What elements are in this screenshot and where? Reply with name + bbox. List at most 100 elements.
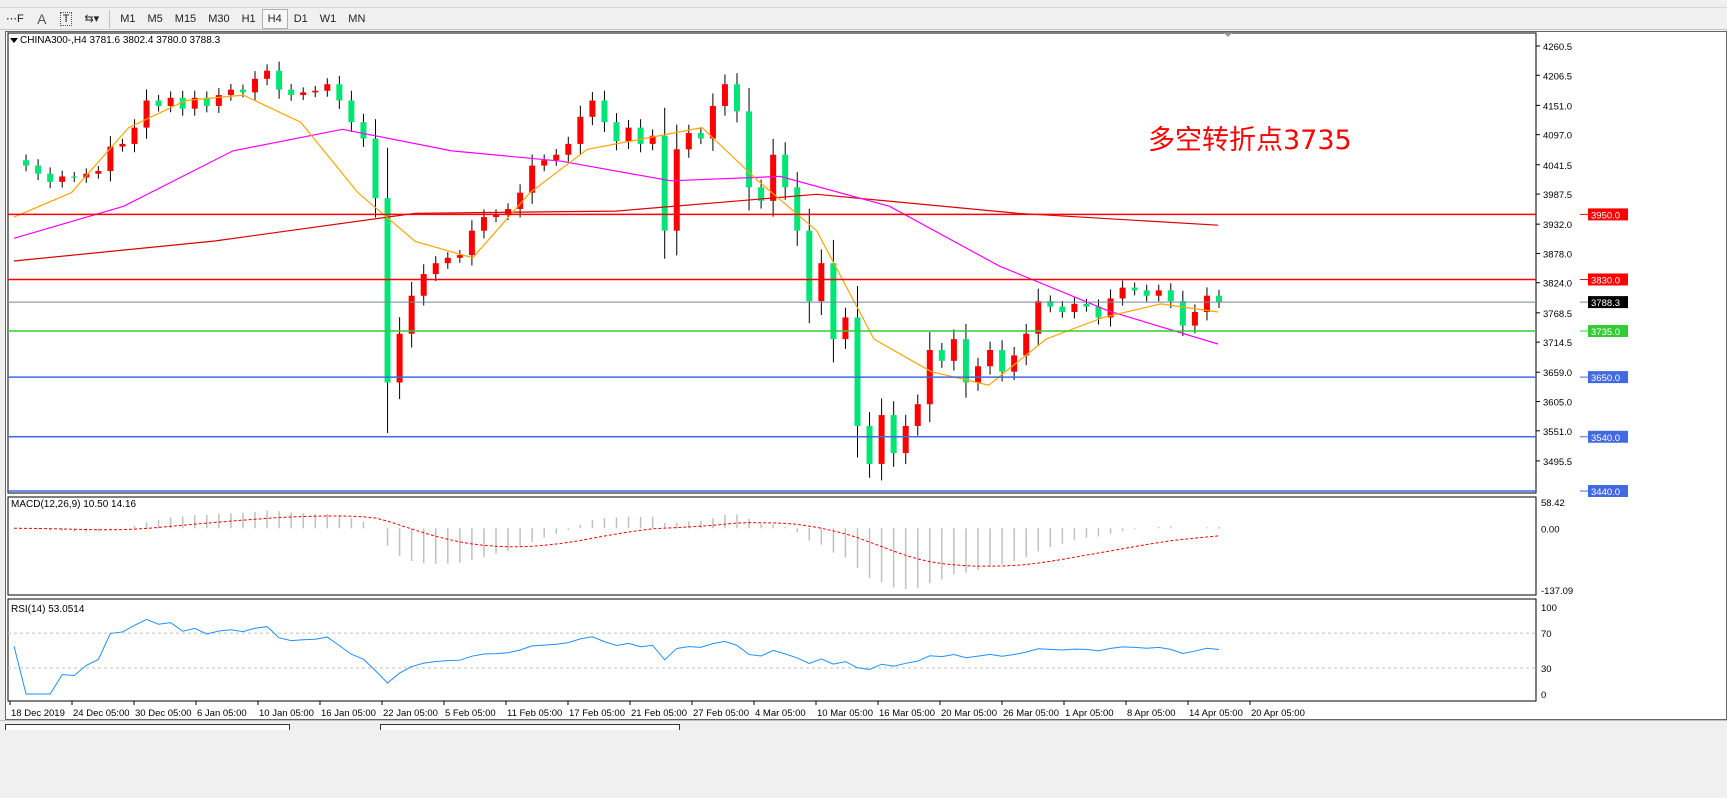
timeframe-m30[interactable]: M30 xyxy=(208,12,230,25)
timeframe-m5[interactable]: M5 xyxy=(147,12,163,25)
timeframe-h1[interactable]: H1 xyxy=(241,12,256,25)
candle-bearish xyxy=(23,160,30,166)
chart-tabs-bar xyxy=(0,720,1727,798)
candle-bullish xyxy=(167,97,174,106)
time-tick-label: 11 Feb 05:00 xyxy=(507,708,562,719)
candle-bullish xyxy=(950,339,957,361)
candle-bearish xyxy=(613,122,620,142)
candle-bullish xyxy=(468,230,475,256)
candle-bearish xyxy=(1216,295,1222,303)
candle-bearish xyxy=(697,133,704,139)
arrows-button[interactable]: ⇆▾ xyxy=(78,9,105,29)
candle-bearish xyxy=(1095,306,1102,318)
candle-bearish xyxy=(601,100,608,123)
price-tick-label: 3714.5 xyxy=(1543,338,1572,349)
candle-bearish xyxy=(637,127,644,144)
time-tick-label: 16 Mar 05:00 xyxy=(879,708,935,719)
candle-bullish xyxy=(565,143,572,155)
period-separator-button[interactable]: ⋯F xyxy=(0,9,30,29)
chart-annotation[interactable]: 多空转折点3735 xyxy=(1148,125,1352,156)
level-label: 3788.3 xyxy=(1591,298,1620,309)
candle-bearish xyxy=(746,111,753,188)
price-chart[interactable]: 4260.5 4206.5 4151.0 4097.0 4041.5 3987.5 3932… xyxy=(6,32,1726,719)
candle-bullish xyxy=(432,263,439,275)
candle-bearish xyxy=(1083,303,1090,307)
time-tick-label: 5 Feb 05:00 xyxy=(445,708,496,719)
price-tick-label: 3987.5 xyxy=(1543,190,1572,201)
candle-bullish xyxy=(1203,295,1210,313)
candle-bullish xyxy=(227,89,234,96)
chart-tab[interactable] xyxy=(5,724,290,730)
candle-bullish xyxy=(625,127,632,142)
menu-toolbar-strip xyxy=(0,0,1727,8)
candle-bullish xyxy=(553,154,560,161)
candle-bullish xyxy=(59,176,66,182)
candle-bearish xyxy=(1047,301,1054,307)
time-tick-label: 10 Jan 05:00 xyxy=(259,708,314,719)
candle-bullish xyxy=(577,116,584,144)
level-badge xyxy=(1588,208,1628,221)
candle-bullish xyxy=(119,143,126,147)
candle-bearish xyxy=(1059,306,1066,313)
candle-bullish xyxy=(324,84,331,91)
price-tick-label: 3551.0 xyxy=(1543,427,1572,438)
timeframe-m15[interactable]: M15 xyxy=(174,12,197,25)
candle-bullish xyxy=(300,92,307,96)
price-tick-label: 3878.0 xyxy=(1543,249,1572,260)
candle-bearish xyxy=(734,84,740,112)
time-tick-label: 1 Apr 05:00 xyxy=(1065,708,1114,719)
level-label: 3540.0 xyxy=(1591,433,1620,444)
arrows-icon: ⇆▾ xyxy=(84,13,100,25)
price-tick-label: 4151.0 xyxy=(1543,101,1572,112)
candle-bullish xyxy=(673,149,680,231)
macd-tick-label: 0.00 xyxy=(1541,524,1560,535)
text-label-icon: T xyxy=(59,11,73,26)
candle-bearish xyxy=(938,349,945,361)
time-tick-label: 20 Mar 05:00 xyxy=(941,708,997,719)
candle-bearish xyxy=(1167,290,1174,302)
candle-bearish xyxy=(239,89,246,93)
candle-bearish xyxy=(854,317,861,426)
timeframe-d1[interactable]: D1 xyxy=(293,12,308,25)
rsi-tick-label: 70 xyxy=(1541,629,1552,640)
candle-bullish xyxy=(95,171,102,174)
rsi-label: RSI(14) 53.0514 xyxy=(11,604,85,615)
candle-bullish xyxy=(215,95,222,106)
time-tick-label: 17 Feb 05:00 xyxy=(569,708,625,719)
candle-bearish xyxy=(360,122,367,139)
toolbar: ⋯F A T ⇆▾ M1 M5 M15 M30 H1 H4 D1 W1 MN xyxy=(0,8,1727,30)
text-label-button[interactable]: T xyxy=(54,9,79,29)
time-tick-label: 18 Dec 2019 xyxy=(11,708,65,719)
dropdown-triangle-icon[interactable] xyxy=(10,38,18,43)
chart-tab[interactable] xyxy=(380,724,680,730)
time-tick-label: 26 Mar 05:00 xyxy=(1003,708,1059,719)
chart-header: CHINA300-,H4 3781.6 3802.4 3780.0 3788.3 xyxy=(20,35,221,46)
price-tick-label: 4206.5 xyxy=(1543,71,1572,82)
candle-bullish xyxy=(1119,287,1126,299)
candle-bearish xyxy=(782,154,789,188)
candle-bullish xyxy=(107,146,114,172)
time-tick-label: 8 Apr 05:00 xyxy=(1127,708,1176,719)
candle-bullish xyxy=(1023,333,1030,356)
chart-window[interactable]: 4260.5 4206.5 4151.0 4097.0 4041.5 3987.5 3932… xyxy=(5,31,1727,720)
candle-bullish xyxy=(131,127,138,144)
text-icon: A xyxy=(37,10,47,27)
text-button[interactable]: A xyxy=(30,9,54,29)
time-tick-label: 24 Dec 05:00 xyxy=(73,708,130,719)
candle-bullish xyxy=(143,100,150,128)
candle-bullish xyxy=(420,274,427,296)
candle-bullish xyxy=(987,349,994,367)
candle-bearish xyxy=(336,84,343,101)
candle-bullish xyxy=(975,366,981,383)
level-label: 3650.0 xyxy=(1591,373,1620,384)
candle-bullish xyxy=(480,217,487,231)
timeframe-mn[interactable]: MN xyxy=(348,12,366,25)
timeframe-m1[interactable]: M1 xyxy=(120,12,136,25)
ma-mid-line xyxy=(13,128,1219,345)
timeframe-h4[interactable]: H4 xyxy=(261,8,288,29)
ma-slow-line xyxy=(13,193,1219,262)
candle-bearish xyxy=(794,187,801,231)
price-tick-label: 3768.5 xyxy=(1543,309,1572,320)
timeframe-w1[interactable]: W1 xyxy=(319,12,337,25)
candle-bullish xyxy=(721,84,728,106)
